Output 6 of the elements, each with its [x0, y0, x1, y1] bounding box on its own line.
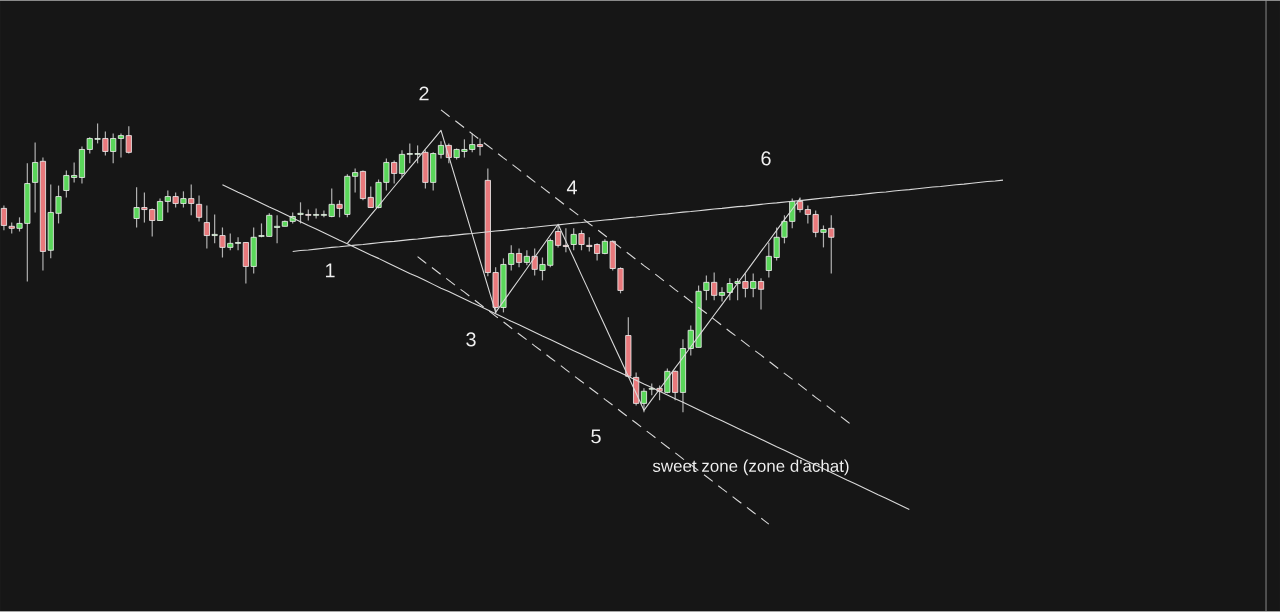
annotation: 4	[566, 180, 577, 195]
annotation: 1	[325, 263, 335, 278]
text: 2	[419, 86, 429, 101]
text: 5	[591, 429, 601, 444]
annotation: 6	[761, 151, 771, 166]
annotation: 3	[466, 332, 476, 347]
